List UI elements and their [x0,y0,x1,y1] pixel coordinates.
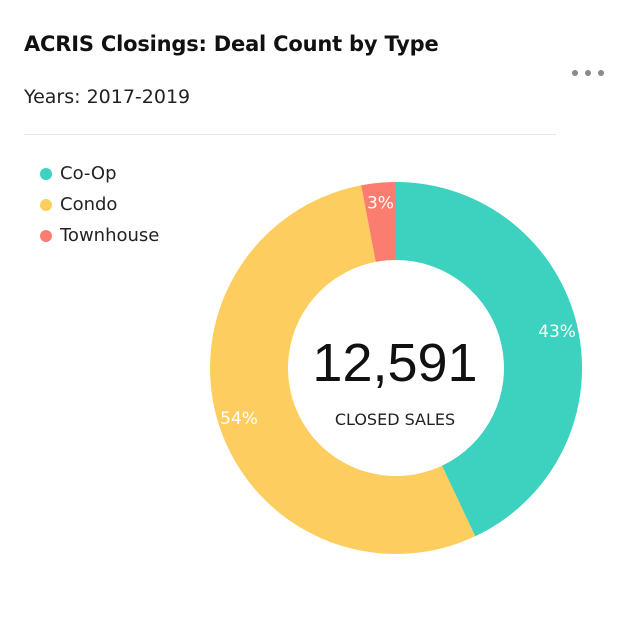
slice-label: 43% [538,322,576,342]
header-divider [24,134,556,135]
legend-label: Condo [60,194,118,215]
legend-swatch [40,167,52,180]
legend-label: Townhouse [60,225,160,246]
total-closed-sales-value: 12,591 [312,333,478,393]
legend-item-co-op[interactable]: Co-Op [40,158,159,189]
legend-swatch [40,198,52,211]
donut-slice-townhouse[interactable] [361,182,396,262]
more-options-icon[interactable] [572,66,604,80]
legend-item-condo[interactable]: Condo [40,189,159,220]
donut-slice-co-op[interactable] [396,182,582,537]
total-closed-sales-label: CLOSED SALES [334,410,456,429]
slice-label: 54% [220,409,258,429]
donut-slice-condo[interactable] [210,185,476,555]
slice-label: 3% [367,194,394,214]
more-dot [572,70,578,76]
more-dot [598,70,604,76]
legend-item-townhouse[interactable]: Townhouse [40,220,159,251]
legend-label: Co-Op [60,163,117,184]
more-dot [585,70,591,76]
chart-subtitle: Years: 2017-2019 [24,86,191,108]
legend-swatch [40,229,52,242]
chart-legend: Co-Op Condo Townhouse [40,158,159,251]
chart-title: ACRIS Closings: Deal Count by Type [24,32,439,56]
